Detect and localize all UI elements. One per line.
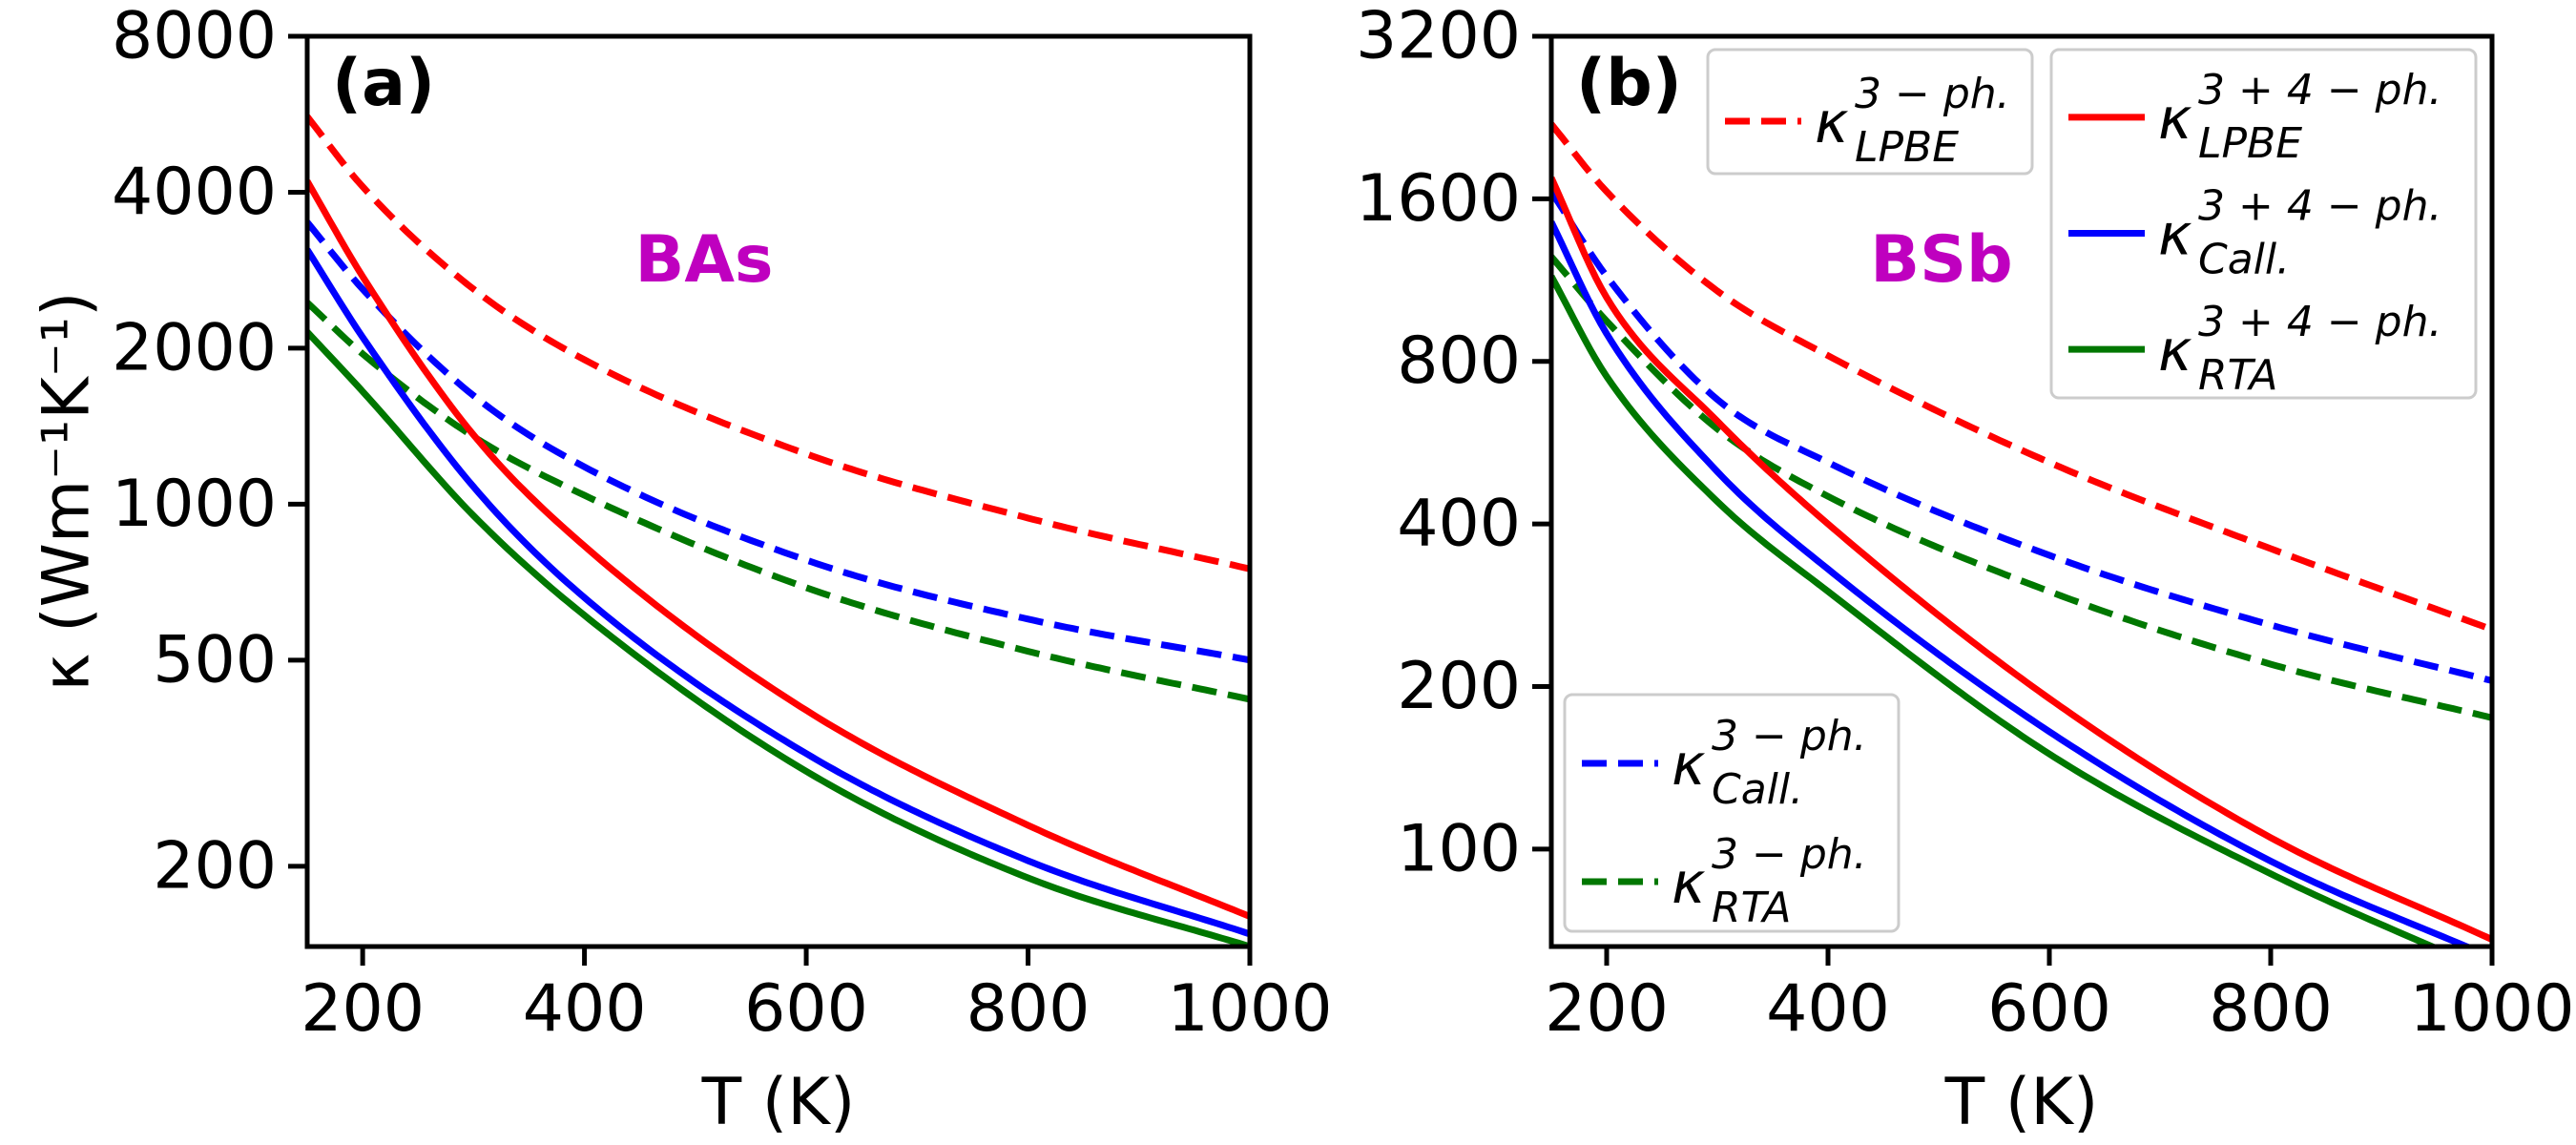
legend-subscript: RTA [2198, 351, 2278, 400]
x-axis-label: T (K) [1944, 1065, 2099, 1140]
y-tick-label: 2000 [112, 310, 277, 385]
y-tick-label: 400 [1397, 487, 1521, 562]
panel-b: 200 400 600 800 1000 100 200 400 800 1600 3200 T (K… [1356, 0, 2575, 1140]
x-tick-label: 400 [1766, 971, 1890, 1047]
x-tick-label: 400 [523, 971, 647, 1047]
x-axis-label: T (K) [701, 1065, 856, 1140]
legend-symbol: κ [1672, 732, 1706, 799]
legend-box [1563, 693, 1901, 933]
y-tick-label: 1600 [1356, 161, 1521, 237]
y-tick-label: 500 [153, 622, 277, 697]
plot-frame [304, 33, 1253, 949]
legend-superscript: 3 + 4 − ph. [2198, 66, 2441, 114]
y-tick-label: 200 [153, 828, 277, 904]
x-tick-label: 1000 [1167, 971, 1332, 1047]
legend-subscript: LPBE [1855, 123, 1959, 172]
series-line-call-34ph [307, 247, 1250, 938]
legend-symbol: κ [2158, 318, 2192, 385]
legend-superscript: 3 − ph. [1712, 712, 1867, 760]
series-line-rta-34ph [1551, 274, 2441, 947]
x-tick-label: 600 [744, 971, 868, 1047]
legend-subscript: LPBE [2198, 119, 2302, 168]
legend-symbol: κ [2158, 202, 2192, 269]
legend-box [1706, 48, 2034, 176]
y-tick-label: 4000 [112, 155, 277, 230]
y-tick-label: 100 [1397, 811, 1521, 886]
series-line-call-3ph [307, 219, 1250, 664]
series-line-rta-3ph [1551, 254, 2492, 721]
legend-subscript: RTA [1712, 884, 1792, 932]
legend-symbol: κ [2158, 86, 2192, 153]
series-line-lpbe-3ph [307, 114, 1250, 572]
legend-subscript: Call. [2198, 236, 2290, 284]
legend-superscript: 3 − ph. [1855, 70, 2010, 118]
x-tick-label: 1000 [2409, 971, 2574, 1047]
series-line-call-34ph [1551, 220, 2476, 947]
panel-a: 200 400 600 800 1000 200 500 1000 2000 4000 8000 T … [30, 0, 1333, 1140]
x-tick-label: 200 [1545, 971, 1669, 1047]
material-annotation: BSb [1870, 222, 2012, 298]
legend-subscript: Call. [1712, 765, 1803, 814]
series-group [1551, 121, 2492, 947]
series-line-rta-3ph [307, 300, 1250, 703]
legend-symbol: κ [1672, 850, 1706, 917]
legend-superscript: 3 + 4 − ph. [2198, 298, 2441, 346]
series-line-rta-34ph [307, 329, 1250, 947]
plot-frame [1548, 33, 2495, 949]
panel-label: (a) [332, 46, 435, 121]
panel-label: (b) [1576, 46, 1682, 121]
y-tick-label: 1000 [112, 467, 277, 542]
legend-symbol: κ [1815, 90, 1849, 156]
legend-superscript: 3 − ph. [1712, 830, 1867, 879]
series-group [307, 114, 1250, 947]
y-tick-label: 8000 [112, 0, 277, 74]
x-tick-label: 600 [1987, 971, 2111, 1047]
y-tick-label: 3200 [1356, 0, 1521, 74]
series-line-lpbe-34ph [1551, 176, 2492, 943]
y-tick-label: 200 [1397, 649, 1521, 724]
y-tick-label: 800 [1397, 323, 1521, 399]
x-tick-label: 800 [2209, 971, 2333, 1047]
x-tick-label: 800 [966, 971, 1091, 1047]
x-tick-label: 200 [301, 971, 425, 1047]
series-line-lpbe-3ph [1551, 121, 2492, 634]
y-axis-label: κ (Wm⁻¹K⁻¹) [30, 291, 105, 691]
legend-box [2049, 48, 2478, 400]
material-annotation: BAs [635, 222, 774, 298]
series-line-call-3ph [1551, 189, 2492, 684]
legend-superscript: 3 + 4 − ph. [2198, 182, 2441, 231]
series-line-lpbe-34ph [307, 179, 1250, 920]
